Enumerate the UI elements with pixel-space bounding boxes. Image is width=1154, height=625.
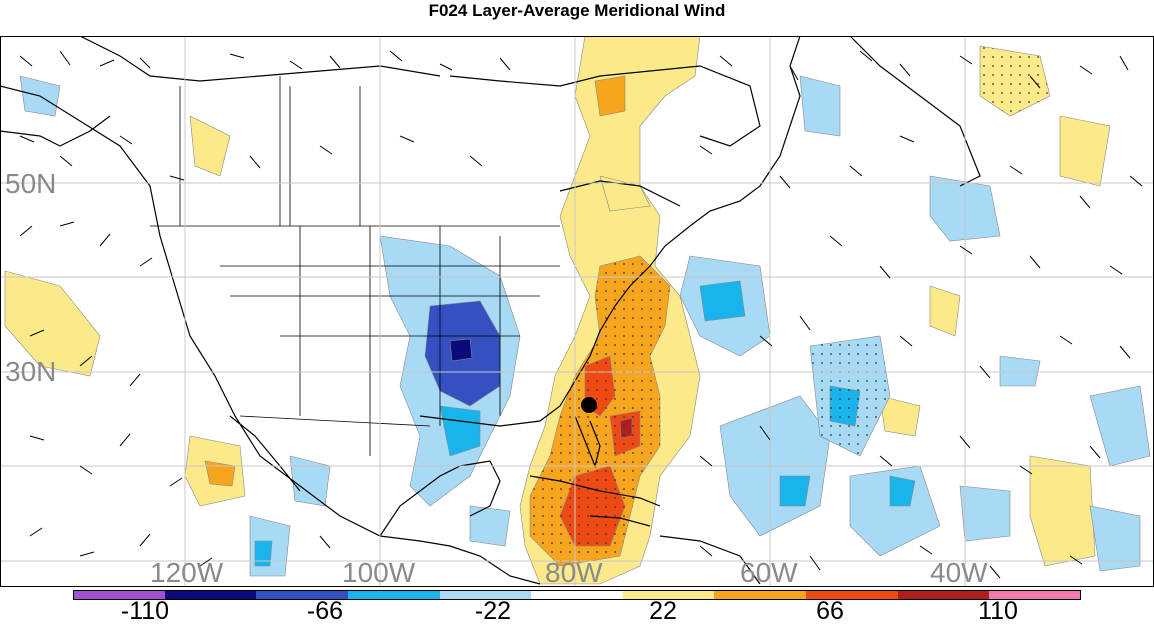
colorbar-swatch: [439, 590, 532, 600]
map-title: F024 Layer-Average Meridional Wind: [428, 1, 726, 20]
lon-label-120w: 120W: [150, 557, 224, 587]
colorbar-label: -66: [306, 597, 344, 625]
colorbar-label: 66: [816, 597, 844, 625]
colorbar-swatch: [622, 590, 715, 600]
colorbar-swatch: [897, 590, 990, 600]
political-borders: [150, 76, 560, 456]
wind-barbs: [19, 50, 1143, 579]
lat-label-30n: 30N: [5, 356, 56, 387]
colorbar-label: 110: [978, 597, 1018, 625]
colorbar-swatch: [73, 590, 166, 600]
colorbar: [73, 590, 1082, 600]
coastlines: [0, 36, 981, 585]
colorbar-swatch: [989, 590, 1082, 600]
colorbar-label: -110: [120, 597, 170, 625]
storm-center-marker: [581, 397, 597, 413]
colorbar-label: -22: [474, 597, 512, 625]
colorbar-swatch: [256, 590, 349, 600]
colorbar-swatch: [806, 590, 899, 600]
wind-shading: [4, 36, 1151, 585]
colorbar-swatch: [164, 590, 257, 600]
lon-label-80w: 80W: [545, 557, 603, 587]
colorbar-swatch: [347, 590, 441, 600]
colorbar-swatch: [714, 590, 807, 600]
colorbar-swatch: [531, 590, 624, 600]
lon-label-60w: 60W: [740, 557, 798, 587]
meridional-wind-map: 50N 30N 120W 100W 80W 60W 40W: [0, 36, 1154, 587]
lon-label-40w: 40W: [930, 557, 988, 587]
graticule: [0, 36, 1154, 587]
lat-label-50n: 50N: [5, 168, 56, 199]
colorbar-label: 22: [649, 597, 677, 625]
lon-label-100w: 100W: [342, 557, 416, 587]
